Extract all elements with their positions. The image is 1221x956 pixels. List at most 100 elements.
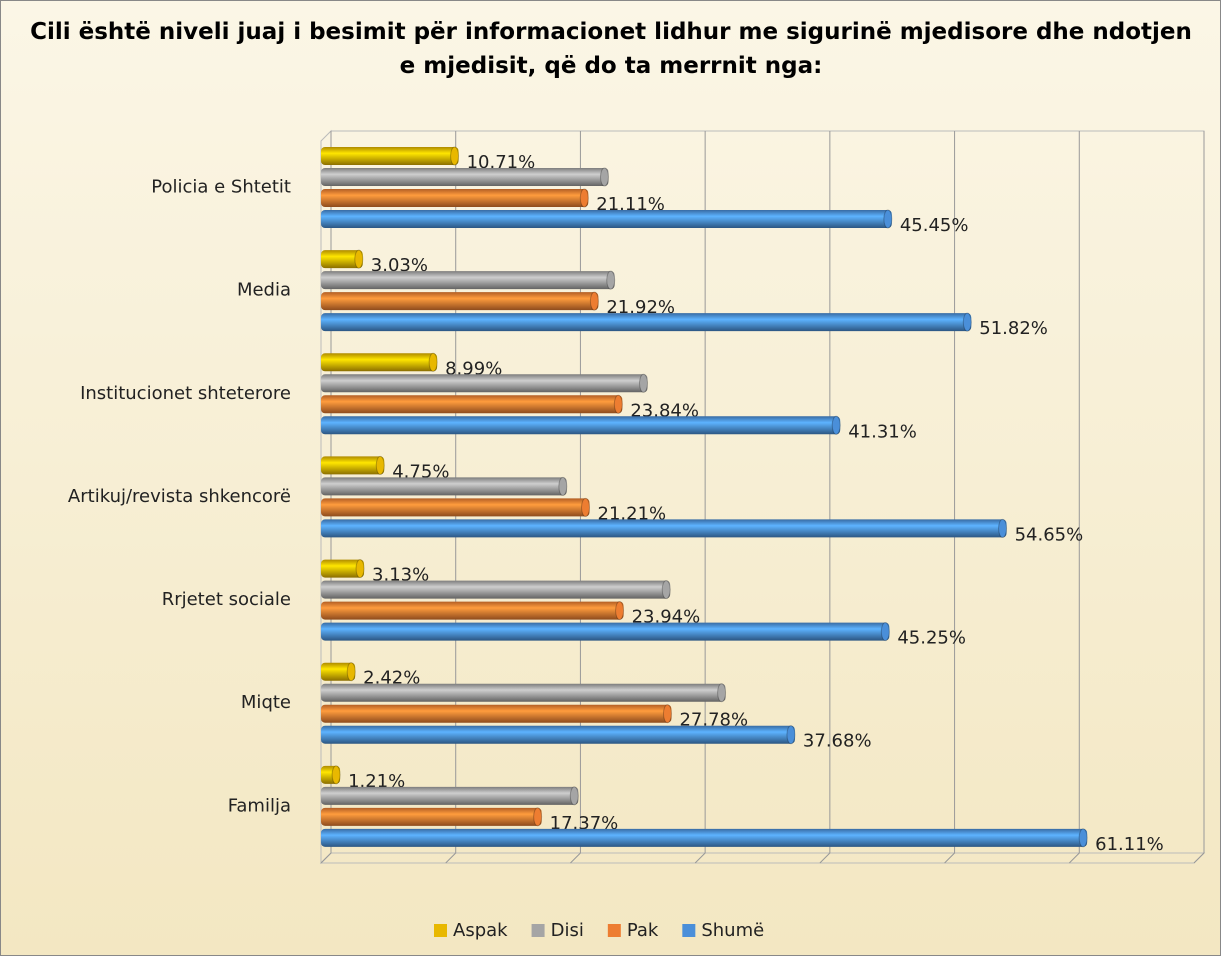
data-label: 8.99% — [445, 358, 502, 379]
legend-swatch — [531, 924, 545, 937]
bar — [321, 786, 579, 805]
bar-cap — [579, 188, 589, 208]
bar — [321, 374, 648, 393]
bar-cap — [533, 807, 543, 827]
data-label: 4.75% — [392, 461, 449, 482]
data-label: 61.11% — [1095, 834, 1164, 855]
data-label: 45.45% — [900, 215, 969, 236]
legend-label: Shumë — [701, 920, 764, 941]
bar-cap — [581, 497, 591, 517]
data-label: 21.21% — [598, 503, 667, 524]
chart-title: Cili është niveli juaj i besimit për inf… — [30, 19, 1192, 79]
legend-swatch — [607, 924, 621, 937]
bar-cap — [880, 622, 890, 642]
legend-label: Aspak — [453, 920, 508, 941]
bar-cap — [786, 725, 796, 745]
bar-cap — [661, 580, 671, 600]
data-label: 10.71% — [467, 152, 536, 173]
y-tick-label: Familja — [228, 795, 291, 816]
grid-line — [944, 131, 956, 864]
bar — [321, 662, 356, 681]
bar — [321, 353, 438, 372]
bar-cap — [962, 312, 972, 332]
bar-cap — [355, 559, 365, 579]
bar-cap — [639, 373, 649, 393]
bar — [321, 395, 623, 414]
grid-line — [1068, 131, 1080, 864]
data-label: 37.68% — [803, 731, 872, 752]
bar — [321, 559, 365, 578]
bar — [321, 807, 542, 826]
bar — [321, 683, 726, 702]
bar — [321, 456, 385, 475]
grid-line — [819, 131, 831, 864]
bar — [321, 168, 609, 186]
data-label: 17.37% — [550, 813, 619, 834]
grid-line — [320, 131, 332, 864]
bar-cap — [375, 455, 385, 475]
bar-cap — [717, 683, 727, 703]
bar-cap — [428, 352, 438, 372]
y-tick-label: Media — [237, 280, 291, 301]
data-label: 1.21% — [348, 771, 405, 792]
bar — [321, 147, 459, 165]
bar — [321, 477, 567, 496]
legend-swatch — [682, 924, 696, 937]
bar-cap — [331, 765, 341, 785]
data-label: 2.42% — [363, 668, 420, 689]
data-label: 27.78% — [679, 710, 748, 731]
bar — [321, 416, 841, 435]
bar — [321, 210, 892, 228]
bar-cap — [883, 209, 893, 229]
data-label: 23.94% — [632, 607, 701, 628]
data-label: 23.84% — [630, 400, 699, 421]
bar — [321, 271, 615, 290]
bar — [321, 292, 599, 311]
bar — [321, 519, 1007, 538]
bar — [321, 601, 624, 620]
bar-cap — [998, 518, 1008, 538]
data-label: 54.65% — [1015, 524, 1084, 545]
bar — [321, 313, 972, 332]
bar — [321, 189, 589, 207]
bar-cap — [662, 704, 672, 724]
data-label: 41.31% — [848, 421, 917, 442]
grid-line — [445, 131, 457, 864]
legend-label: Disi — [551, 920, 584, 941]
bar-cap — [1078, 828, 1088, 848]
bar-cap — [831, 415, 841, 435]
bar — [321, 622, 890, 641]
bar — [321, 250, 363, 269]
bar — [321, 498, 590, 517]
bar — [321, 725, 795, 744]
bar-cap — [613, 394, 623, 414]
y-tick-label: Artikuj/revista shkencorë — [68, 486, 291, 507]
bar — [321, 828, 1088, 847]
data-label: 51.82% — [979, 318, 1048, 339]
grid-line — [1193, 131, 1205, 864]
data-label: 21.11% — [596, 194, 665, 215]
bar-cap — [569, 786, 579, 806]
bar-cap — [599, 167, 609, 187]
bar-cap — [589, 291, 599, 311]
bar — [321, 704, 672, 723]
data-label: 3.03% — [371, 255, 428, 276]
data-label: 21.92% — [606, 297, 675, 318]
grid-line — [694, 131, 706, 864]
left-wall — [320, 129, 332, 865]
grid-line — [570, 131, 581, 864]
bar — [321, 580, 671, 599]
bar-cap — [558, 476, 568, 496]
data-label: 3.13% — [372, 565, 429, 586]
legend-label: Pak — [627, 920, 659, 941]
bar-cap — [346, 662, 356, 682]
y-tick-label: Rrjetet sociale — [162, 589, 291, 610]
bar-cap — [606, 270, 616, 290]
legend-swatch — [434, 924, 447, 937]
data-label: 45.25% — [897, 628, 966, 649]
floor — [319, 852, 1206, 864]
bar-cap — [354, 249, 364, 269]
y-tick-label: Miqte — [241, 692, 291, 713]
